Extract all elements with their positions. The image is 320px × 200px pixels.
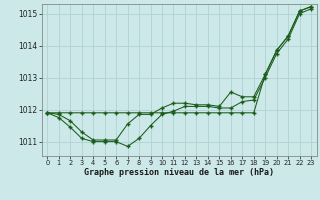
X-axis label: Graphe pression niveau de la mer (hPa): Graphe pression niveau de la mer (hPa) — [84, 168, 274, 177]
